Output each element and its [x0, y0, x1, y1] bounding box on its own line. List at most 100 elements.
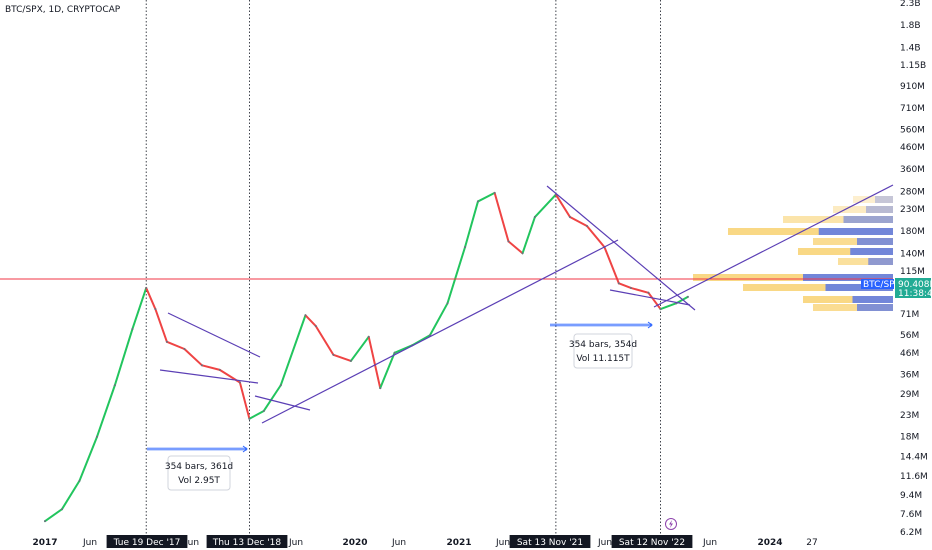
profile-bar: [843, 216, 893, 223]
data-point: [493, 191, 496, 194]
data-point: [154, 308, 157, 311]
profile-bar: [743, 284, 893, 291]
trend-line[interactable]: [254, 395, 311, 411]
x-tick-label: Sat 13 Nov '21: [517, 538, 583, 548]
profile-bar: [825, 284, 893, 291]
data-point: [183, 347, 186, 350]
series-segment: [521, 216, 536, 255]
trend-line[interactable]: [167, 312, 261, 358]
y-tick-label: 46M: [900, 349, 919, 359]
date-range-measures: 354 bars, 361d Vol 2.95T 354 bars, 354d Vol…: [147, 321, 653, 491]
y-tick-label: 360M: [900, 165, 925, 175]
symbol-title[interactable]: BTC/SPX, 1D, CRYPTOCAP: [5, 5, 121, 15]
profile-bar: [693, 274, 893, 281]
series-segment: [200, 364, 221, 371]
data-point: [521, 252, 524, 255]
y-tick-label: 56M: [900, 331, 919, 341]
x-tick-label: Jun: [495, 538, 510, 548]
measure-bars: 354 bars, 361d: [165, 462, 233, 472]
y-axis: 2.3B 1.8B 1.4B 1.15B 910M 710M 560M 460M 360M 280…: [900, 0, 928, 538]
profile-bar: [838, 258, 893, 265]
trend-line[interactable]: [653, 184, 894, 308]
x-tick-label: 2021: [446, 538, 471, 548]
profile-bar: [850, 248, 893, 255]
profile-bar: [875, 196, 893, 203]
measure-2022[interactable]: 354 bars, 354d Vol 11.115T: [550, 321, 653, 369]
series-segment: [165, 340, 186, 350]
profile-bar: [852, 296, 893, 303]
y-tick-label: 140M: [900, 249, 925, 259]
trend-lines: [0, 184, 894, 424]
data-point: [314, 325, 317, 328]
series-segment: [96, 384, 116, 438]
data-point: [476, 200, 479, 203]
data-point: [647, 291, 650, 294]
profile-bar: [783, 216, 893, 223]
data-point: [629, 286, 632, 289]
series-segment: [585, 224, 606, 249]
data-point: [349, 359, 352, 362]
data-point: [379, 387, 382, 390]
x-tick-label: Tue 19 Dec '17: [113, 538, 181, 548]
series-segment: [78, 435, 99, 482]
data-point: [113, 384, 116, 387]
y-tick-label: 280M: [900, 187, 925, 197]
series-segment: [183, 347, 203, 367]
bar-countdown: 11:38:48: [898, 289, 932, 299]
trend-line[interactable]: [609, 289, 691, 306]
series-segment: [554, 193, 571, 219]
series-segment: [367, 335, 382, 390]
trend-line[interactable]: [546, 185, 696, 311]
x-tick-label: Thu 13 Dec '18: [212, 538, 282, 548]
y-tick-label: 1.15B: [900, 61, 926, 71]
series-segment: [507, 240, 524, 255]
series-segment: [647, 291, 662, 311]
measure-bars: 354 bars, 354d: [569, 340, 637, 350]
x-tick-label: Jun: [288, 538, 303, 548]
y-tick-label: 14.4M: [900, 453, 928, 463]
profile-bar: [813, 238, 893, 245]
measure-box: [167, 455, 231, 491]
lightning-icon[interactable]: [665, 518, 677, 530]
y-tick-label: 9.4M: [900, 491, 922, 501]
y-tick-label: 180M: [900, 227, 925, 237]
price-value: 90.408M: [898, 280, 932, 290]
profile-bar: [813, 304, 893, 311]
measure-arrow: [647, 321, 653, 329]
data-point: [248, 417, 251, 420]
y-tick-label: 1.8B: [900, 21, 921, 31]
x-tick-label: Jun: [702, 538, 717, 548]
data-point: [218, 368, 221, 371]
series-segment: [659, 302, 678, 311]
measure-2018[interactable]: 354 bars, 361d Vol 2.95T: [147, 445, 248, 491]
y-tick-label: 18M: [900, 433, 919, 443]
x-tick-label: Sat 12 Nov '22: [619, 538, 685, 548]
series-segment: [262, 384, 282, 412]
data-point: [507, 240, 510, 243]
trend-line[interactable]: [261, 239, 619, 424]
x-tick-label: 2020: [342, 538, 367, 548]
y-tick-label: 710M: [900, 104, 925, 114]
profile-bar: [857, 238, 893, 245]
y-tick-label: 2.3B: [900, 0, 921, 9]
series-segment: [113, 328, 134, 387]
x-tick-label: 2024: [757, 538, 782, 548]
data-point: [165, 340, 168, 343]
data-point: [428, 334, 431, 337]
measure-volume: Vol 2.95T: [178, 476, 220, 486]
data-point: [446, 302, 449, 305]
y-tick-label: 71M: [900, 310, 919, 320]
data-point: [145, 286, 148, 289]
series-segment: [428, 302, 449, 337]
profile-bar: [866, 206, 893, 213]
symbol-badge: [861, 279, 894, 289]
data-point: [464, 246, 467, 249]
series-segment: [60, 479, 81, 511]
y-tick-label: 6.2M: [900, 528, 922, 538]
x-date-badge: [106, 535, 188, 548]
series-segment: [446, 246, 467, 305]
trend-line[interactable]: [159, 369, 259, 384]
series-segment: [533, 193, 557, 219]
